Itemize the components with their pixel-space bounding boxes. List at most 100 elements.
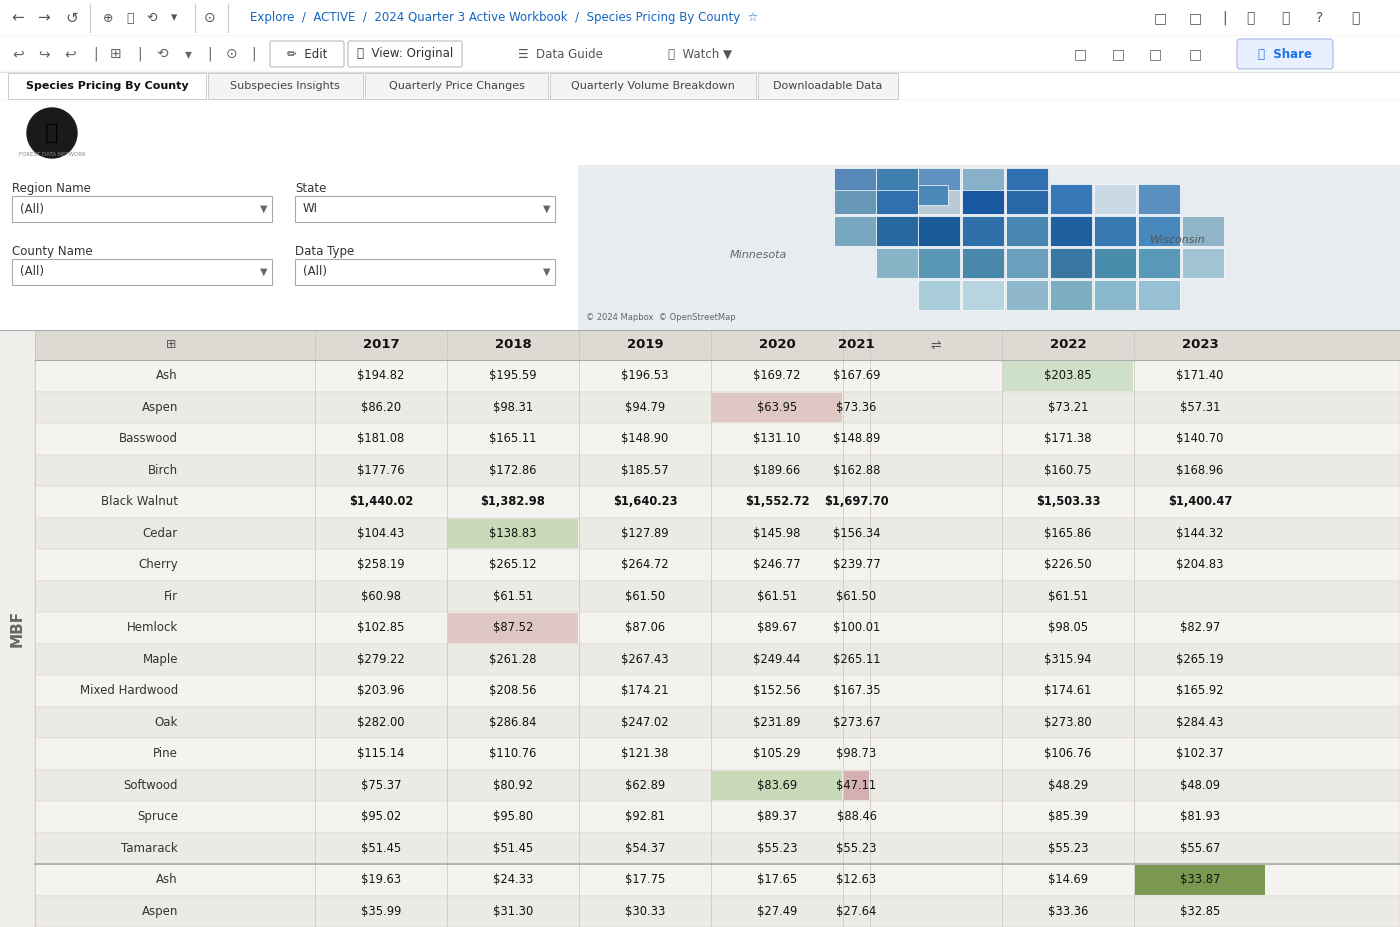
Bar <box>1138 280 1180 310</box>
Text: $127.89: $127.89 <box>622 527 669 540</box>
Text: Species Pricing by County: Species Pricing by County <box>111 119 536 147</box>
Text: $171.40: $171.40 <box>1176 369 1224 382</box>
Text: $138.83: $138.83 <box>489 527 536 540</box>
Text: MBF: MBF <box>10 610 25 647</box>
Text: $239.77: $239.77 <box>833 558 881 571</box>
Bar <box>35 486 1400 517</box>
Text: ↩: ↩ <box>13 47 24 61</box>
Text: $226.50: $226.50 <box>1044 558 1092 571</box>
Text: $89.67: $89.67 <box>757 621 797 634</box>
Text: $92.81: $92.81 <box>624 810 665 823</box>
Bar <box>35 330 1400 360</box>
Bar <box>918 184 960 214</box>
Text: $165.11: $165.11 <box>490 432 536 445</box>
Text: $195.59: $195.59 <box>489 369 536 382</box>
Text: $185.57: $185.57 <box>622 464 669 476</box>
Text: $55.23: $55.23 <box>1047 842 1088 855</box>
Text: $55.23: $55.23 <box>757 842 797 855</box>
Text: Mixed Hardwood: Mixed Hardwood <box>80 684 178 697</box>
Text: $162.88: $162.88 <box>833 464 881 476</box>
Text: 🔔: 🔔 <box>1351 11 1359 25</box>
Text: $35.99: $35.99 <box>361 905 402 918</box>
Text: $87.52: $87.52 <box>493 621 533 634</box>
Text: 🖼  View: Original: 🖼 View: Original <box>357 47 454 60</box>
Text: ⊙: ⊙ <box>227 47 238 61</box>
Bar <box>209 73 363 99</box>
Text: Ash: Ash <box>157 873 178 886</box>
Bar <box>1093 280 1135 310</box>
Text: Cedar: Cedar <box>143 527 178 540</box>
Text: (All): (All) <box>302 265 328 278</box>
Text: $1,640.23: $1,640.23 <box>613 495 678 508</box>
Text: $315.94: $315.94 <box>1044 653 1092 666</box>
Text: $73.21: $73.21 <box>1047 400 1088 413</box>
Text: $61.50: $61.50 <box>624 590 665 603</box>
Text: $204.83: $204.83 <box>1176 558 1224 571</box>
Text: $81.93: $81.93 <box>1180 810 1219 823</box>
Bar <box>1138 248 1180 278</box>
Text: □: □ <box>1148 47 1162 61</box>
Bar <box>962 248 1004 278</box>
Text: $168.96: $168.96 <box>1176 464 1224 476</box>
Bar <box>35 360 1400 391</box>
Bar <box>834 216 876 246</box>
Bar <box>1050 248 1092 278</box>
Bar <box>295 196 554 222</box>
Text: $98.05: $98.05 <box>1049 621 1088 634</box>
Text: Maple: Maple <box>143 653 178 666</box>
Text: $174.21: $174.21 <box>622 684 669 697</box>
Text: Region Name: Region Name <box>13 182 91 195</box>
Text: WI: WI <box>302 202 318 215</box>
Text: $165.92: $165.92 <box>1176 684 1224 697</box>
Text: $17.65: $17.65 <box>757 873 797 886</box>
Bar <box>1138 216 1180 246</box>
Text: $231.89: $231.89 <box>753 716 801 729</box>
Text: $140.70: $140.70 <box>1176 432 1224 445</box>
Text: □: □ <box>1154 11 1166 25</box>
Text: Species Pricing By County: Species Pricing By County <box>25 81 189 91</box>
Text: Black Walnut: Black Walnut <box>101 495 178 508</box>
Text: $61.51: $61.51 <box>757 590 797 603</box>
Text: Pine: Pine <box>153 747 178 760</box>
Text: $284.43: $284.43 <box>1176 716 1224 729</box>
Bar <box>1007 216 1049 246</box>
Text: $95.02: $95.02 <box>361 810 402 823</box>
Bar <box>962 280 1004 310</box>
Bar <box>757 73 897 99</box>
Bar <box>35 423 1400 454</box>
Text: $89.37: $89.37 <box>757 810 797 823</box>
Bar <box>35 675 1400 706</box>
Bar <box>1093 216 1135 246</box>
Text: $94.79: $94.79 <box>624 400 665 413</box>
Text: $160.75: $160.75 <box>1044 464 1092 476</box>
Text: $33.36: $33.36 <box>1047 905 1088 918</box>
Bar <box>13 196 272 222</box>
Bar <box>1050 280 1092 310</box>
Text: $47.11: $47.11 <box>836 779 876 792</box>
Text: $55.67: $55.67 <box>1180 842 1221 855</box>
Bar <box>35 391 1400 423</box>
Text: Ash: Ash <box>157 369 178 382</box>
Bar <box>35 895 1400 927</box>
Bar <box>35 517 1400 549</box>
Text: Wisconsin: Wisconsin <box>1151 235 1205 245</box>
Text: ←: ← <box>11 10 24 26</box>
Text: $54.37: $54.37 <box>624 842 665 855</box>
Text: $75.37: $75.37 <box>361 779 402 792</box>
Bar <box>834 184 876 214</box>
Text: ▾: ▾ <box>185 47 192 61</box>
Text: ▼: ▼ <box>543 204 550 214</box>
Text: ⊕: ⊕ <box>102 11 113 24</box>
Text: $267.43: $267.43 <box>622 653 669 666</box>
Text: ?: ? <box>1316 11 1323 25</box>
Text: $273.80: $273.80 <box>1044 716 1092 729</box>
Text: $286.84: $286.84 <box>490 716 536 729</box>
Text: $106.76: $106.76 <box>1044 747 1092 760</box>
Text: $1,440.02: $1,440.02 <box>349 495 413 508</box>
Text: $87.06: $87.06 <box>624 621 665 634</box>
Text: $1,552.72: $1,552.72 <box>745 495 809 508</box>
Bar <box>35 454 1400 486</box>
Text: $194.82: $194.82 <box>357 369 405 382</box>
Text: Minnesota: Minnesota <box>729 250 787 260</box>
Text: 📋: 📋 <box>1281 11 1289 25</box>
